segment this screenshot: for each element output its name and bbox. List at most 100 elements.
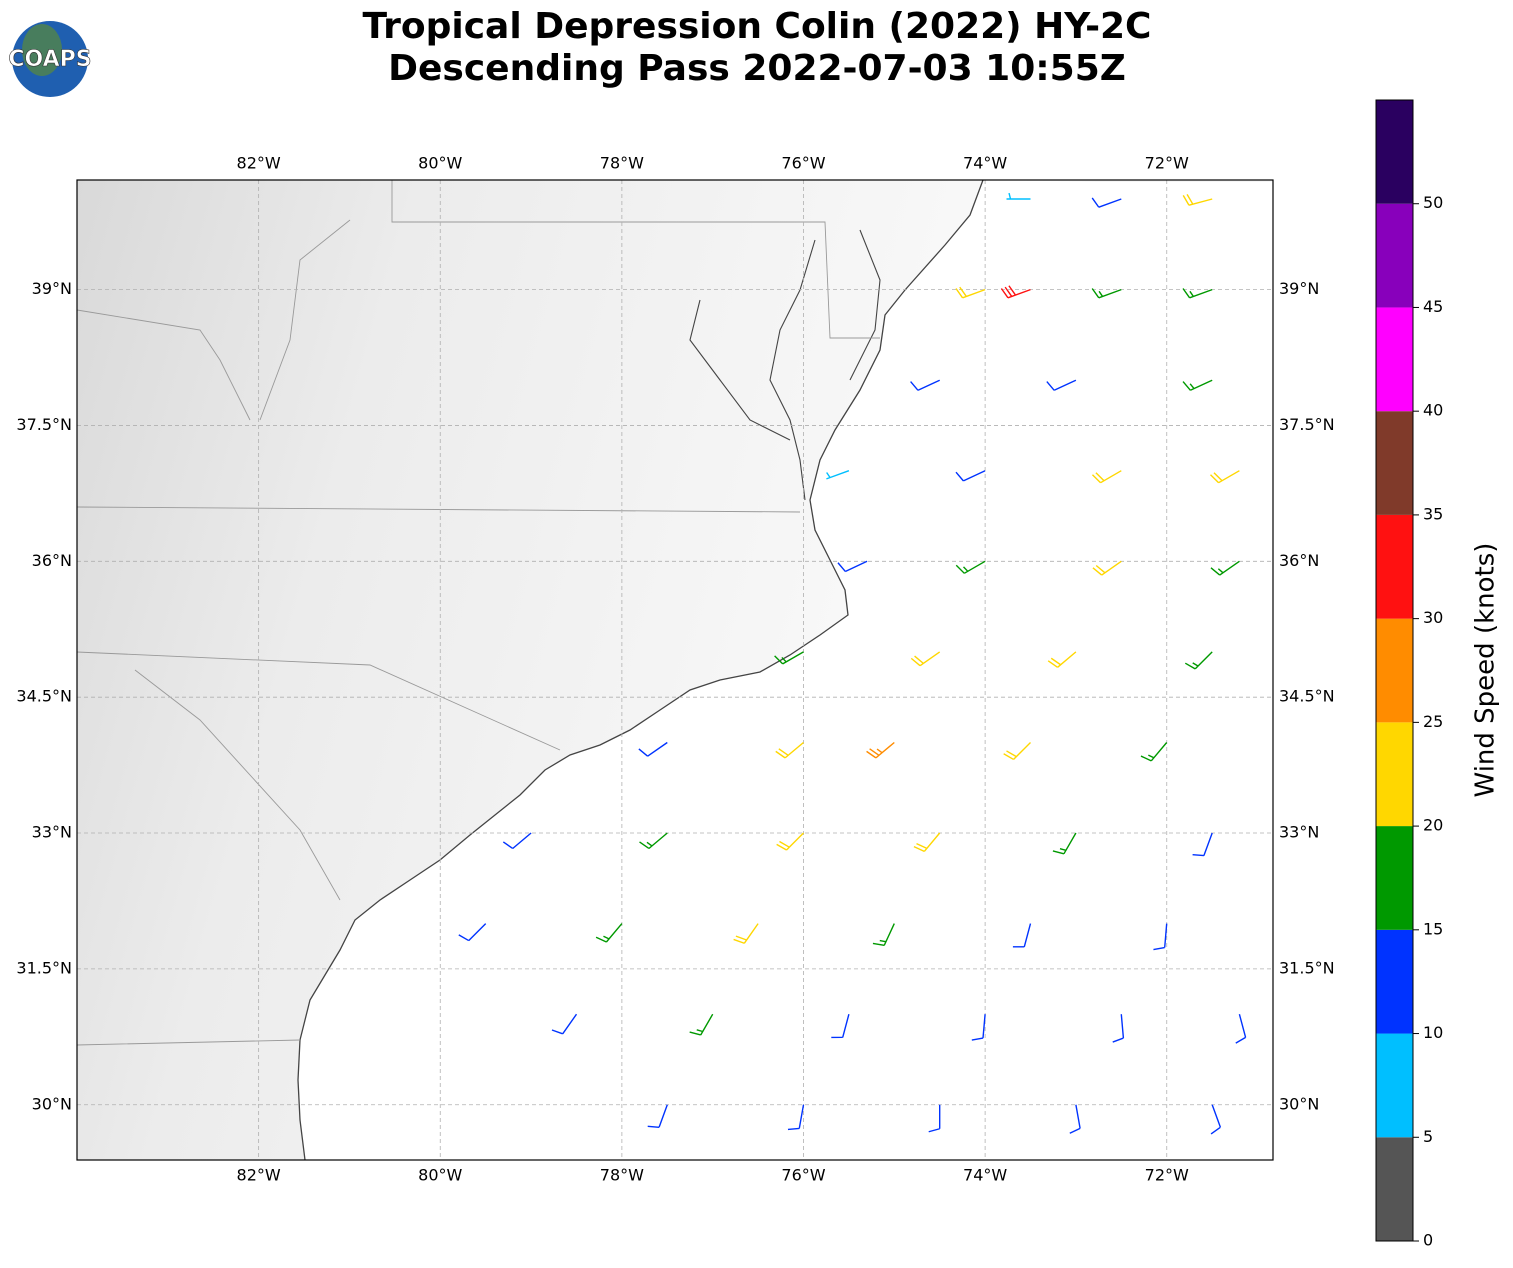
- chart-subtitle: Descending Pass 2022-07-03 10:55Z: [388, 48, 1126, 89]
- colorbar: 0 5 10 15 20 25 30 35 40 45 50: [1375, 99, 1443, 1250]
- x-tick-label: 78°W: [600, 1166, 644, 1185]
- wind-barb: [551, 1013, 578, 1035]
- y-tick-label: 37.5°N: [1279, 415, 1335, 434]
- y-tick-label: 37.5°N: [16, 415, 72, 434]
- x-tick-label: 72°W: [1145, 154, 1189, 173]
- colorbar-tick-label: 0: [1423, 1231, 1433, 1250]
- wind-barb: [787, 1104, 805, 1131]
- colorbar-tick-label: 25: [1423, 712, 1443, 731]
- colorbar-tick-label: 15: [1423, 919, 1443, 938]
- y-tick-label: 34.5°N: [16, 687, 72, 706]
- y-tick-label: 36°N: [1279, 551, 1319, 570]
- wind-barb: [1112, 1014, 1125, 1043]
- colorbar-segment: [1376, 411, 1413, 515]
- colorbar-tick-label: 45: [1423, 297, 1443, 316]
- wind-barb: [639, 832, 668, 850]
- wind-barb: [928, 1104, 941, 1133]
- wind-barb: [866, 741, 895, 759]
- wind-barb: [1091, 197, 1122, 208]
- wind-barb: [1182, 193, 1213, 206]
- y-tick-label: 36°N: [32, 551, 72, 570]
- wind-barb: [647, 1104, 668, 1128]
- wind-barb: [971, 1014, 986, 1041]
- wind-barb: [774, 651, 804, 665]
- colorbar-tick-label: 35: [1423, 504, 1443, 523]
- wind-barb: [1003, 742, 1031, 761]
- wind-barb: [910, 651, 941, 667]
- x-tick-label: 80°W: [418, 154, 462, 173]
- wind-barb: [1140, 742, 1168, 762]
- colorbar-label: Wind Speed (knots): [1471, 543, 1501, 798]
- colorbar-segment: [1376, 722, 1413, 827]
- colorbar-segment: [1376, 307, 1413, 412]
- map-frame: [76, 179, 1274, 1161]
- colorbar-segment: [1376, 929, 1413, 1034]
- wind-barb: [955, 470, 986, 482]
- wind-barb: [910, 379, 940, 391]
- wind-barb: [831, 1014, 850, 1039]
- grid: [77, 180, 1273, 1160]
- colorbar-frame: [1375, 99, 1414, 1242]
- wind-barb: [1210, 1104, 1222, 1135]
- colorbar-segment: [1376, 203, 1413, 308]
- y-tick-label: 39°N: [1279, 279, 1319, 298]
- wind-barb: [1052, 832, 1077, 855]
- wind-barb: [872, 923, 895, 947]
- wind-barb: [1000, 285, 1031, 299]
- colorbar-segment: [1376, 1137, 1413, 1241]
- x-tick-label: 76°W: [781, 154, 825, 173]
- y-tick-label: 33°N: [32, 823, 72, 842]
- x-tick-label: 72°W: [1145, 1166, 1189, 1185]
- wind-barb: [826, 470, 850, 480]
- wind-barb: [1235, 1014, 1247, 1044]
- y-tick-label: 31.5°N: [1279, 958, 1335, 977]
- wind-barb: [1210, 560, 1240, 576]
- wind-barb: [955, 560, 986, 574]
- wind-barb: [955, 286, 986, 299]
- x-tick-label: 78°W: [600, 154, 644, 173]
- colorbar-segment: [1376, 618, 1413, 723]
- wind-barb: [775, 741, 804, 759]
- borders: [77, 180, 880, 1046]
- y-tick-label: 31.5°N: [16, 958, 72, 977]
- wind-barb: [1182, 288, 1213, 299]
- colorbar-tick-label: 40: [1423, 401, 1443, 420]
- colorbar-tick-label: 30: [1423, 608, 1443, 627]
- colorbar-segment: [1376, 514, 1413, 619]
- logo: COAPS: [8, 21, 92, 97]
- wind-barb: [1091, 470, 1122, 484]
- x-tick-label: 76°W: [781, 1166, 825, 1185]
- y-tick-label: 30°N: [32, 1094, 72, 1113]
- wind-barb: [502, 832, 532, 850]
- logo-text: COAPS: [8, 47, 91, 72]
- wind-barb: [1153, 923, 1168, 951]
- land: [77, 180, 983, 1160]
- wind-barb: [1006, 192, 1031, 200]
- wind-barb: [1192, 832, 1213, 857]
- colorbar-segment: [1376, 100, 1413, 204]
- y-tick-label: 33°N: [1279, 823, 1319, 842]
- wind-barb: [733, 923, 759, 944]
- colorbar-segment: [1376, 1033, 1413, 1138]
- wind-barb: [1047, 651, 1077, 668]
- y-tick-label: 34.5°N: [1279, 687, 1335, 706]
- colorbar-tick-label: 50: [1423, 193, 1443, 212]
- wind-barb: [458, 923, 487, 942]
- wind-barb: [1046, 379, 1077, 391]
- wind-barb: [595, 923, 623, 943]
- chart-title: Tropical Depression Colin (2022) HY-2C: [363, 6, 1152, 47]
- wind-barb: [1092, 560, 1122, 576]
- wind-barb: [638, 741, 668, 757]
- x-tick-label: 74°W: [963, 1166, 1007, 1185]
- wind-barb: [1184, 651, 1213, 670]
- x-tick-label: 82°W: [237, 154, 281, 173]
- wind-barb: [1091, 288, 1122, 299]
- y-tick-label: 30°N: [1279, 1094, 1319, 1113]
- x-tick-label: 74°W: [963, 154, 1007, 173]
- wind-barb: [776, 832, 804, 851]
- barbs: [458, 192, 1247, 1135]
- coastline: [297, 180, 984, 1160]
- colorbar-tick-label: 5: [1423, 1127, 1433, 1146]
- colorbar-tick-label: 20: [1423, 816, 1443, 835]
